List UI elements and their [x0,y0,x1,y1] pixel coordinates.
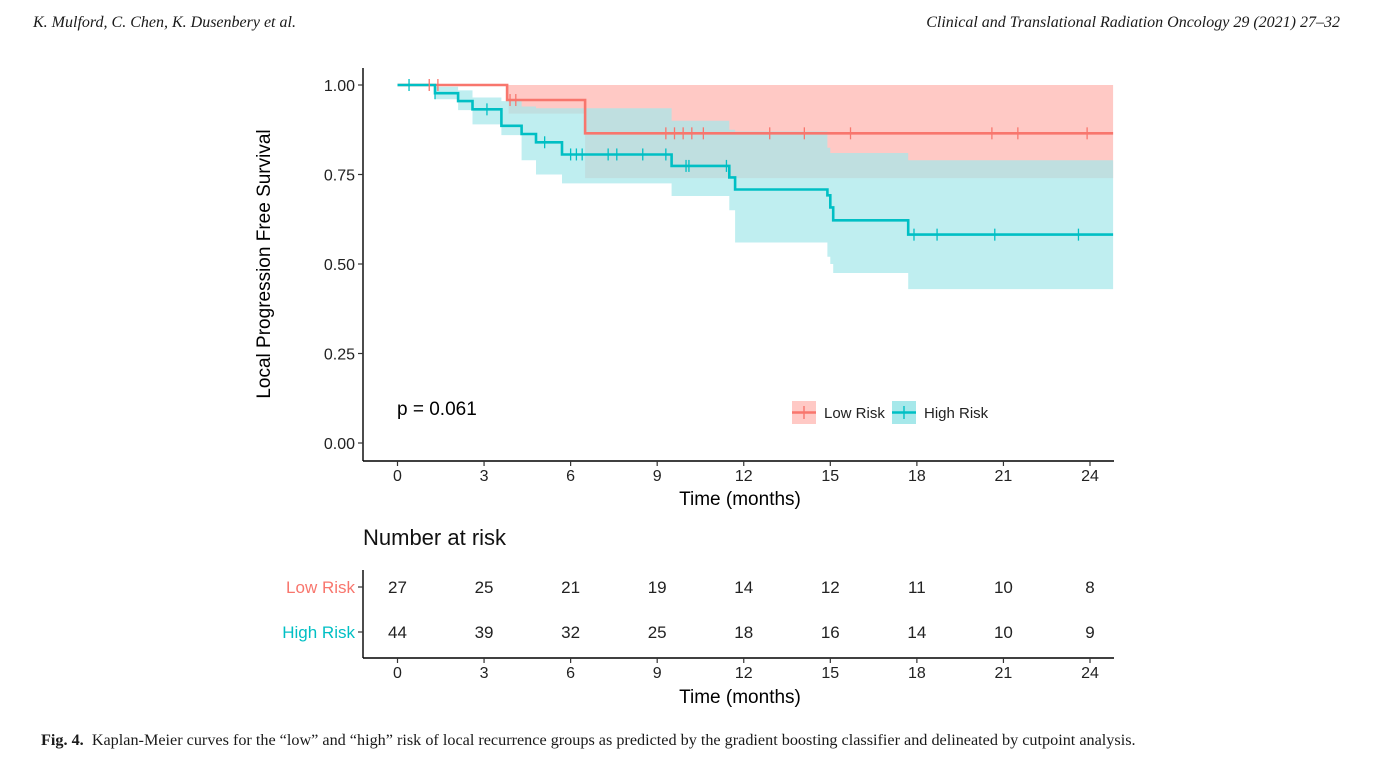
risk-table-x-axis-title: Time (months) [679,687,801,708]
risk-table-cell: 9 [1085,623,1094,642]
risk-table-cell: 44 [388,623,407,642]
risk-table-cell: 25 [648,623,667,642]
risk-table-cell: 16 [821,623,840,642]
running-head-journal: Clinical and Translational Radiation Onc… [926,14,1340,31]
x-tick-label: 21 [995,468,1013,485]
y-tick-label: 0.25 [324,347,355,364]
x-tick-label: 6 [566,468,575,485]
x-tick-label: 24 [1081,468,1099,485]
risk-table-x-tick-label: 15 [821,665,839,682]
x-tick-label: 0 [393,468,402,485]
risk-table-cell: 19 [648,578,667,597]
risk-table-cell: 14 [734,578,753,597]
risk-table-cell: 10 [994,578,1013,597]
risk-table-row-label: Low Risk [286,578,355,597]
risk-table-cell: 25 [475,578,494,597]
risk-table-cell: 21 [561,578,580,597]
y-axis-title: Local Progression Free Survival [254,129,275,398]
x-tick-label: 15 [821,468,839,485]
risk-table-x-tick-label: 3 [480,665,489,682]
figure-caption: Fig. 4. Kaplan-Meier curves for the “low… [41,731,1351,750]
risk-table-title: Number at risk [363,525,507,550]
risk-table-x-tick-label: 9 [653,665,662,682]
caption-label: Fig. 4. [41,731,84,749]
risk-table-x-tick-label: 0 [393,665,402,682]
risk-table-cell: 10 [994,623,1013,642]
y-tick-label: 0.50 [324,257,355,274]
y-tick-label: 0.75 [324,168,355,185]
caption-text: Kaplan-Meier curves for the “low” and “h… [91,731,1136,749]
x-tick-label: 3 [480,468,489,485]
survival-curve-low-risk [397,83,1114,135]
p-value-annotation: p = 0.061 [397,399,477,420]
risk-table-cell: 39 [475,623,494,642]
risk-table-cell: 32 [561,623,580,642]
risk-table: Number at risk Low Risk 27 25 21 19 14 12 11 10 8 H… [282,525,1114,708]
risk-table-x-tick-label: 24 [1081,665,1099,682]
risk-table-cell: 27 [388,578,407,597]
ci-band-high-risk [397,85,1114,290]
censor-marks [408,79,1088,241]
x-tick-label: 18 [908,468,926,485]
y-tick-label: 0.00 [324,436,355,453]
risk-table-row-label: High Risk [282,623,355,642]
risk-table-x-tick-label: 18 [908,665,926,682]
y-tick-label: 1.00 [324,78,355,95]
x-tick-label: 9 [653,468,662,485]
risk-table-cell: 18 [734,623,753,642]
running-head-authors: K. Mulford, C. Chen, K. Dusenbery et al. [33,14,296,31]
legend-label-high-risk: High Risk [924,405,989,422]
risk-table-x-tick-label: 21 [995,665,1013,682]
km-axes: 0.00 0.25 0.50 0.75 1.00 0 3 6 9 12 15 18 21 24 Time (… [254,68,1114,510]
risk-table-cell: 11 [908,578,926,597]
risk-table-x-tick-label: 12 [735,665,753,682]
x-axis-title: Time (months) [679,489,801,510]
risk-table-x-tick-label: 6 [566,665,575,682]
legend: Low Risk High Risk [792,401,989,424]
legend-label-low-risk: Low Risk [824,405,885,422]
risk-table-cell: 12 [821,578,840,597]
risk-table-cell: 14 [907,623,926,642]
x-tick-label: 12 [735,468,753,485]
confidence-bands [397,85,1114,290]
risk-table-cell: 8 [1085,578,1094,597]
